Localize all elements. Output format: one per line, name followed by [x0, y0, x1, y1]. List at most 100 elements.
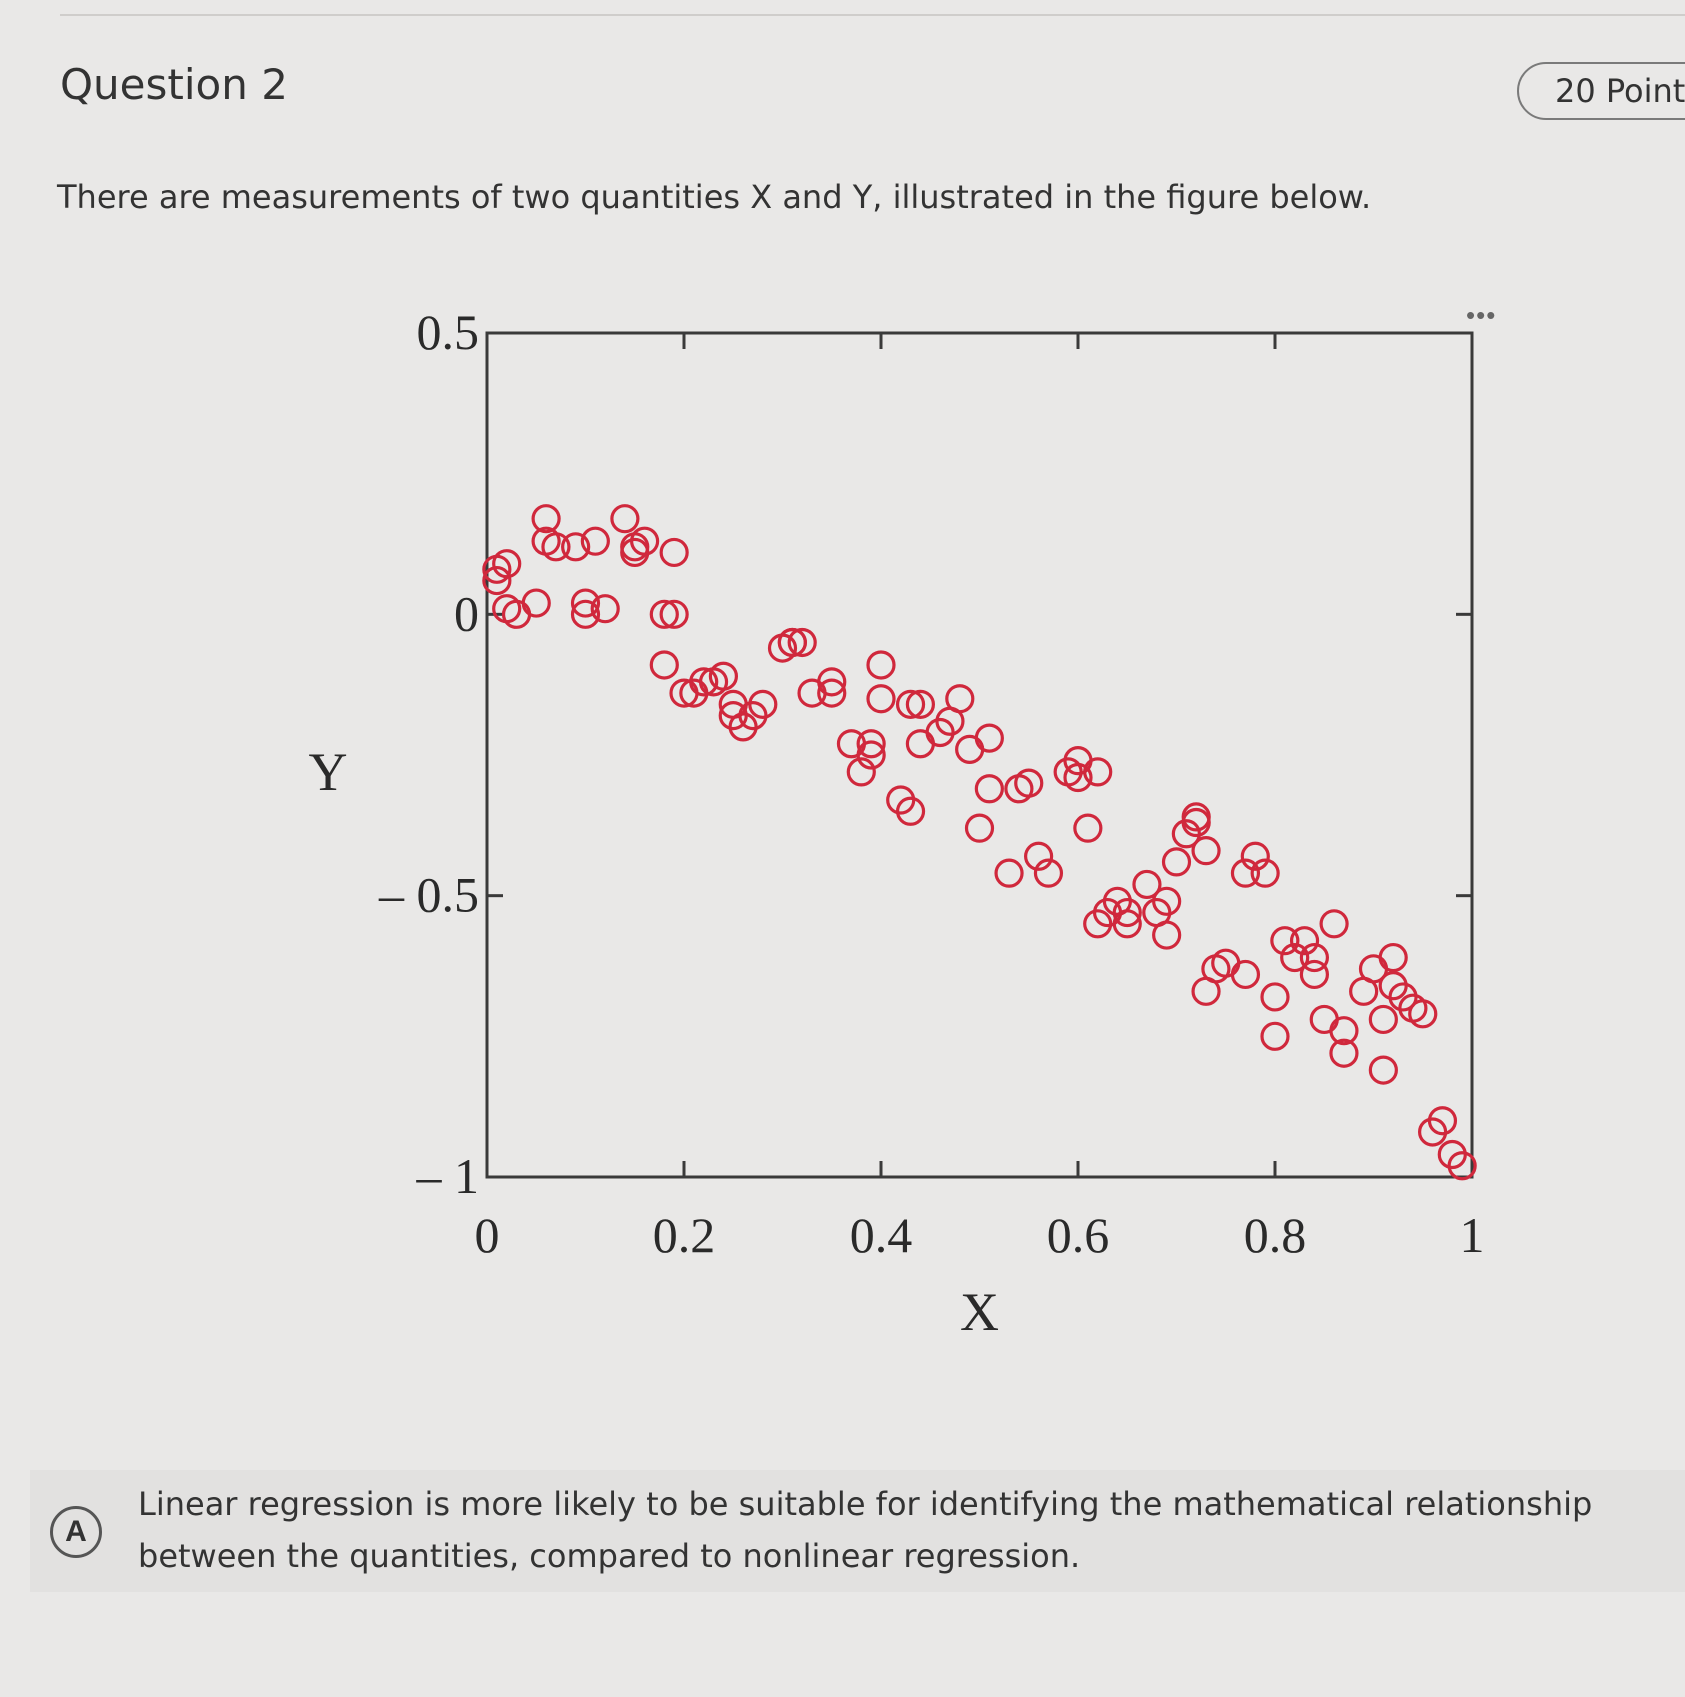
- data-point: [1299, 942, 1330, 973]
- data-point: [846, 757, 876, 787]
- data-point: [1270, 926, 1300, 956]
- data-point: [1447, 1151, 1477, 1181]
- data-point: [1230, 858, 1261, 888]
- data-point: [1063, 762, 1093, 793]
- x-tick-label: 0.6: [1047, 1207, 1110, 1263]
- data-point: [1132, 869, 1162, 900]
- data-point: [610, 504, 640, 534]
- y-tick-label: – 0.5: [378, 867, 479, 923]
- data-point: [1211, 948, 1241, 978]
- data-point: [1437, 1139, 1467, 1170]
- x-tick-label: 0.4: [850, 1207, 913, 1263]
- data-point: [1073, 813, 1103, 843]
- data-point: [1417, 1117, 1448, 1147]
- data-point: [708, 661, 739, 691]
- data-point: [1309, 1004, 1339, 1035]
- option-a-letter: A: [50, 1506, 102, 1558]
- data-point: [1112, 897, 1142, 928]
- data-point: [561, 532, 591, 562]
- data-point: [1240, 841, 1270, 871]
- data-point: [905, 689, 936, 719]
- data-point: [945, 684, 975, 714]
- data-point: [866, 684, 896, 714]
- data-point: [895, 689, 926, 719]
- data-point: [955, 734, 985, 764]
- more-options-icon[interactable]: •••: [1466, 300, 1497, 330]
- option-a[interactable]: A Linear regression is more likely to be…: [30, 1470, 1685, 1592]
- data-point: [1023, 841, 1054, 871]
- data-point: [866, 650, 896, 680]
- x-tick-label: 0.8: [1244, 1207, 1307, 1263]
- data-point: [738, 701, 768, 731]
- data-point: [1280, 942, 1310, 973]
- y-tick-label: 0: [454, 585, 479, 641]
- plot-frame: [485, 331, 1474, 1179]
- data-point: [1250, 858, 1280, 888]
- question-title: Question 2: [60, 60, 288, 109]
- x-tick-label: 1: [1460, 1207, 1485, 1263]
- data-point: [1053, 757, 1083, 787]
- data-point: [521, 588, 551, 618]
- data-point: [1408, 999, 1438, 1029]
- data-point: [994, 858, 1024, 888]
- data-point: [925, 717, 955, 748]
- data-point: [649, 599, 679, 629]
- data-point: [777, 627, 807, 658]
- data-point: [1083, 757, 1113, 787]
- data-point: [570, 599, 601, 629]
- data-point: [1033, 858, 1064, 888]
- data-point: [964, 813, 995, 843]
- data-point: [1329, 1038, 1359, 1068]
- data-point: [1378, 942, 1408, 973]
- data-point: [1368, 1004, 1398, 1035]
- data-point: [1201, 954, 1231, 984]
- data-point: [856, 740, 886, 770]
- option-a-text: Linear regression is more likely to be s…: [138, 1485, 1593, 1575]
- data-point: [620, 537, 650, 568]
- data-point: [905, 729, 936, 759]
- data-point: [1112, 909, 1142, 939]
- data-point: [689, 667, 719, 697]
- top-divider: [60, 14, 1685, 16]
- data-point: [1083, 909, 1113, 939]
- y-tick-label: 0.5: [417, 304, 480, 360]
- data-point: [1368, 1055, 1398, 1085]
- data-point: [629, 526, 660, 556]
- data-point: [1152, 920, 1182, 950]
- data-point: [1289, 926, 1320, 956]
- data-point: [659, 537, 689, 568]
- data-point: [1427, 1106, 1458, 1136]
- y-tick-label: – 1: [416, 1148, 480, 1204]
- data-point: [1319, 909, 1349, 939]
- data-point: [1152, 886, 1182, 916]
- data-point: [531, 504, 561, 534]
- data-point: [1004, 774, 1034, 804]
- data-point: [974, 723, 1004, 753]
- data-point: [570, 588, 601, 618]
- data-point: [787, 627, 817, 658]
- x-tick-label: 0: [475, 1207, 500, 1263]
- data-point: [492, 594, 522, 624]
- data-point: [620, 532, 650, 562]
- data-point: [1161, 847, 1192, 877]
- x-axis-label: X: [960, 1282, 999, 1342]
- data-point: [482, 565, 512, 596]
- data-point: [817, 678, 847, 708]
- data-point: [1299, 959, 1330, 990]
- data-point: [501, 599, 532, 629]
- data-point: [1063, 746, 1093, 776]
- scatter-plot: 0 0.2 0.4 0.6 0.8 1 0.5 0 – 0.5 – 1 X Y: [309, 304, 1485, 1342]
- points-badge: 20 Points: [1517, 62, 1685, 120]
- data-point: [590, 594, 620, 624]
- data-point: [728, 712, 758, 742]
- data-point: [541, 532, 571, 562]
- data-point: [1260, 982, 1290, 1012]
- question-prompt: There are measurements of two quantities…: [57, 178, 1372, 216]
- data-point: [1398, 993, 1428, 1023]
- data-point: [492, 549, 522, 579]
- data-point: [1260, 1021, 1290, 1051]
- data-point: [1378, 971, 1408, 1001]
- data-point: [856, 729, 886, 759]
- data-point: [886, 785, 916, 815]
- data-point: [649, 650, 679, 680]
